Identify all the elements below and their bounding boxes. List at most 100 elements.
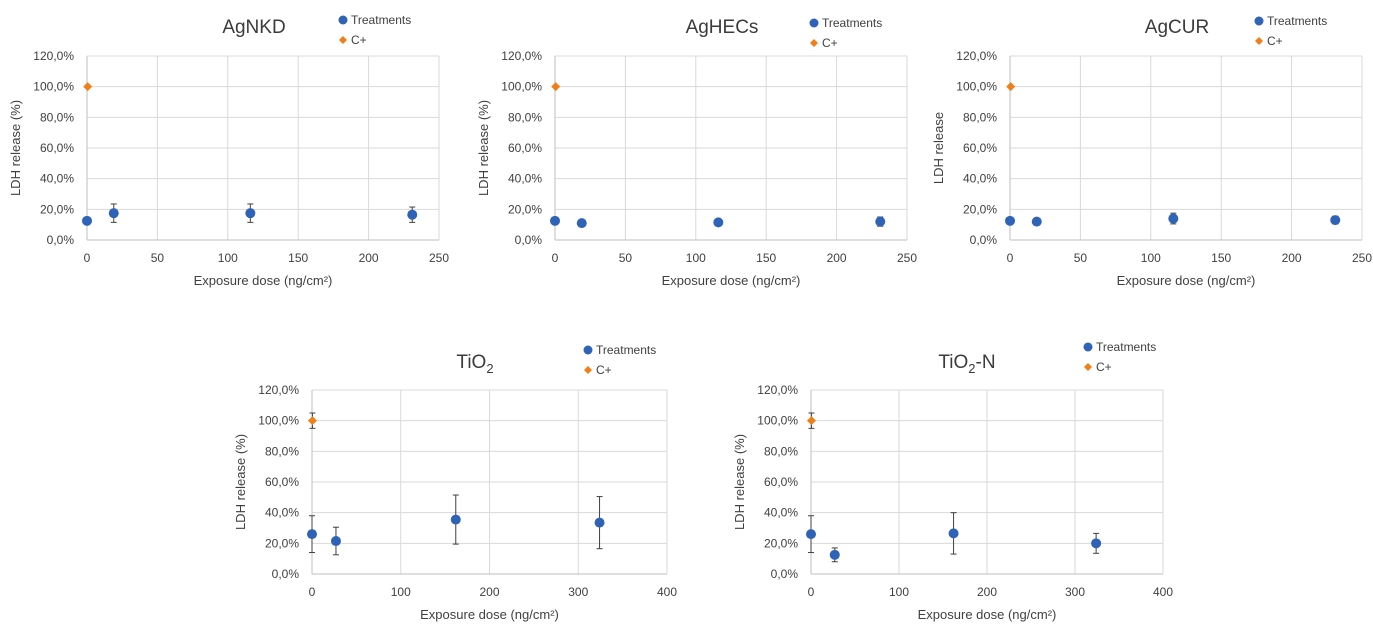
x-axis-label: Exposure dose (ng/cm²) — [420, 607, 559, 622]
y-tick-label: 120,0% — [33, 49, 74, 63]
data-point-treatment — [245, 208, 256, 219]
y-tick-label: 100,0% — [258, 414, 299, 428]
x-tick-label: 100 — [218, 251, 238, 265]
y-tick-label: 20,0% — [508, 202, 542, 216]
y-tick-label: 0,0% — [272, 567, 300, 581]
x-tick-label: 250 — [429, 251, 449, 265]
y-tick-label: 100,0% — [757, 414, 798, 428]
y-tick-label: 60,0% — [40, 141, 74, 155]
x-tick-label: 400 — [1153, 585, 1173, 599]
y-tick-label: 100,0% — [501, 80, 542, 94]
legend-marker-c-plus — [810, 39, 818, 47]
legend-marker-c-plus — [339, 36, 347, 44]
x-tick-label: 250 — [1352, 251, 1372, 265]
legend-marker-c-plus — [1084, 363, 1092, 371]
y-tick-label: 20,0% — [963, 202, 997, 216]
data-point-treatment — [407, 209, 418, 220]
x-tick-label: 100 — [391, 585, 411, 599]
y-tick-label: 100,0% — [33, 80, 74, 94]
x-tick-label: 0 — [808, 585, 815, 599]
y-tick-label: 80,0% — [764, 444, 798, 458]
y-tick-label: 80,0% — [508, 110, 542, 124]
x-tick-label: 150 — [288, 251, 308, 265]
data-point-c-plus — [1006, 82, 1016, 92]
y-axis-label: LDH release — [931, 112, 946, 184]
x-tick-label: 0 — [309, 585, 316, 599]
legend-marker-c-plus — [584, 366, 592, 374]
chart-title: TiO2-N — [938, 352, 995, 376]
x-tick-label: 150 — [1211, 251, 1231, 265]
y-tick-label: 120,0% — [258, 383, 299, 397]
chart-title: TiO2 — [456, 352, 493, 376]
y-axis-label: LDH release (%) — [233, 434, 248, 530]
chart-panel-4: 0,0% 20,0% 40,0% 60,0% 80,0% 100,0% 120,0% 0 100… — [732, 340, 1173, 622]
data-point-treatment — [1091, 538, 1102, 549]
y-tick-label: 0,0% — [970, 233, 998, 247]
y-tick-label: 60,0% — [508, 141, 542, 155]
legend-label: Treatments — [351, 13, 411, 27]
legend-marker-treatments — [1254, 16, 1264, 26]
data-point-c-plus — [307, 416, 317, 426]
x-tick-label: 100 — [686, 251, 706, 265]
y-tick-label: 0,0% — [771, 567, 799, 581]
x-tick-label: 200 — [1282, 251, 1302, 265]
chart-title: AgNKD — [222, 17, 285, 38]
x-tick-label: 50 — [151, 251, 165, 265]
y-tick-label: 0,0% — [515, 233, 543, 247]
y-tick-label: 40,0% — [265, 506, 299, 520]
x-tick-label: 300 — [568, 585, 588, 599]
x-tick-label: 0 — [1007, 251, 1014, 265]
data-point-treatment — [829, 549, 840, 560]
y-tick-label: 40,0% — [764, 506, 798, 520]
x-tick-label: 50 — [1074, 251, 1088, 265]
data-point-treatment — [594, 517, 605, 528]
x-tick-label: 100 — [1141, 251, 1161, 265]
data-point-treatment — [576, 218, 587, 229]
legend-label: C+ — [351, 33, 367, 47]
x-tick-label: 200 — [977, 585, 997, 599]
data-point-treatment — [450, 514, 461, 525]
chart-panel-1: 0,0% 20,0% 40,0% 60,0% 80,0% 100,0% 120,0% 0 50 1… — [476, 16, 917, 288]
legend-marker-treatments — [338, 15, 348, 25]
data-point-c-plus — [806, 416, 816, 426]
data-point-treatment — [330, 536, 341, 547]
y-axis-label: LDH release (%) — [8, 100, 23, 196]
data-point-treatment — [82, 215, 92, 226]
y-tick-label: 20,0% — [764, 536, 798, 550]
chart-panel-3: 0,0% 20,0% 40,0% 60,0% 80,0% 100,0% 120,0% 0 100… — [233, 343, 677, 622]
data-point-treatment — [1031, 216, 1042, 227]
legend-label: C+ — [1096, 360, 1112, 374]
x-tick-label: 200 — [479, 585, 499, 599]
data-point-treatment — [108, 208, 119, 219]
y-tick-label: 80,0% — [963, 110, 997, 124]
x-tick-label: 100 — [889, 585, 909, 599]
legend-label: Treatments — [822, 16, 882, 30]
y-tick-label: 20,0% — [265, 536, 299, 550]
y-tick-label: 100,0% — [956, 80, 997, 94]
x-tick-label: 300 — [1065, 585, 1085, 599]
y-tick-label: 60,0% — [963, 141, 997, 155]
legend-label: C+ — [596, 363, 612, 377]
data-point-c-plus — [551, 82, 561, 92]
legend-marker-treatments — [583, 345, 593, 355]
data-point-treatment — [307, 529, 317, 540]
x-axis-label: Exposure dose (ng/cm²) — [918, 607, 1057, 622]
legend-marker-c-plus — [1255, 37, 1263, 45]
data-point-treatment — [1330, 215, 1341, 226]
legend-marker-treatments — [809, 18, 819, 28]
x-tick-label: 250 — [897, 251, 917, 265]
y-tick-label: 120,0% — [956, 49, 997, 63]
x-tick-label: 200 — [827, 251, 847, 265]
y-tick-label: 40,0% — [508, 172, 542, 186]
y-tick-label: 40,0% — [40, 172, 74, 186]
y-tick-label: 40,0% — [963, 172, 997, 186]
y-axis-label: LDH release (%) — [476, 100, 491, 196]
legend-marker-treatments — [1083, 342, 1093, 352]
y-tick-label: 80,0% — [265, 444, 299, 458]
x-tick-label: 50 — [619, 251, 633, 265]
legend-label: Treatments — [1267, 14, 1327, 28]
chart-panel-2: 0,0% 20,0% 40,0% 60,0% 80,0% 100,0% 120,0% 0 50 1… — [931, 14, 1372, 288]
data-point-c-plus — [83, 82, 93, 92]
